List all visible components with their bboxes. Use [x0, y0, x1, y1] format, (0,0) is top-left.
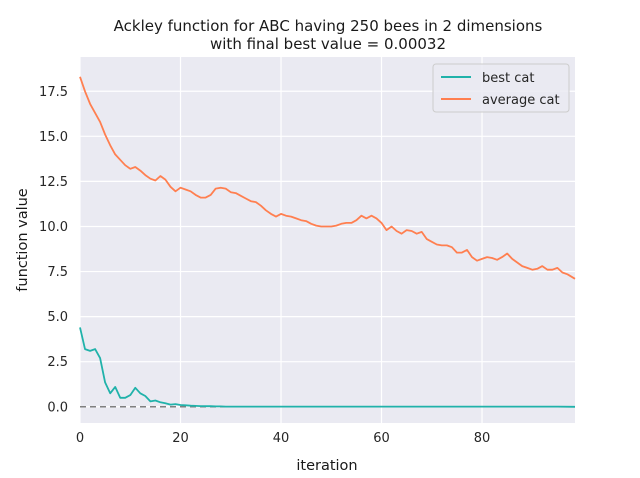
y-tick-label: 7.5 [47, 265, 68, 280]
y-axis-label: function value [15, 188, 31, 292]
y-tick-label: 5.0 [47, 310, 68, 325]
x-tick-label: 40 [273, 431, 290, 446]
legend-label-average-cat: average cat [482, 93, 560, 108]
chart-title-line-2: with final best value = 0.00032 [210, 35, 446, 53]
x-axis-label: iteration [296, 458, 357, 474]
legend: best cat average cat [432, 63, 570, 113]
y-tick-label: 15.0 [39, 130, 68, 145]
series-layer [79, 76, 576, 408]
y-tick-label: 0.0 [47, 400, 68, 415]
y-tick-label: 2.5 [47, 355, 68, 370]
x-tick-label: 0 [76, 431, 84, 446]
series-line-average-cat [79, 76, 576, 280]
y-tick-label: 12.5 [39, 175, 68, 190]
x-tick-label: 80 [474, 431, 491, 446]
y-tick-label: 17.5 [39, 85, 68, 100]
y-tick-label: 10.0 [39, 220, 68, 235]
x-tick-label: 60 [373, 431, 390, 446]
chart-title-line-1: Ackley function for ABC having 250 bees … [114, 17, 543, 35]
x-tick-label: 20 [172, 431, 189, 446]
tick-labels: 0 20 40 60 80 0.0 2.5 5.0 7.5 10.0 12.5 15.0 17.5 [39, 85, 490, 446]
legend-label-best-cat: best cat [482, 71, 534, 86]
series-line-best-cat [79, 327, 576, 408]
